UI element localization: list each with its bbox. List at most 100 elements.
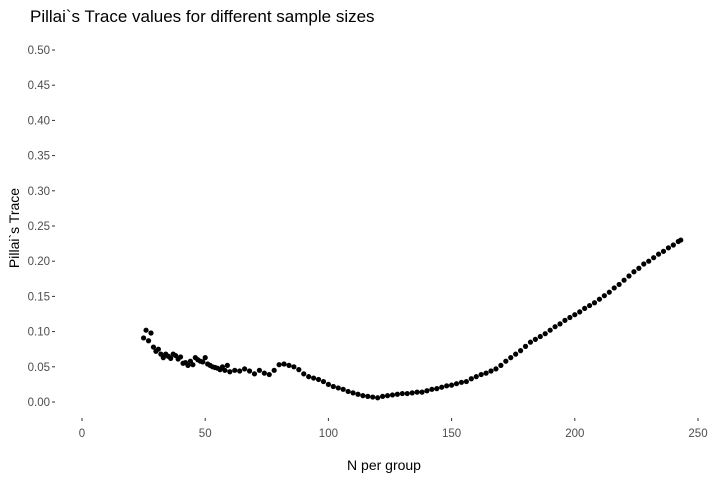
data-point: [365, 393, 371, 399]
data-point: [478, 371, 484, 378]
data-point: [242, 366, 248, 372]
data-point: [537, 333, 543, 340]
data-point: [340, 386, 346, 392]
x-axis-title: N per group: [347, 457, 421, 473]
data-point: [641, 261, 647, 267]
data-point: [665, 245, 672, 251]
y-tick-label: 0.40: [28, 115, 50, 127]
data-point: [439, 384, 445, 390]
data-point: [222, 367, 228, 373]
data-point: [271, 367, 277, 373]
data-point: [325, 381, 331, 387]
y-tick-label: 0.45: [28, 80, 50, 92]
data-point: [611, 285, 617, 291]
x-tick-label: 100: [319, 428, 338, 440]
data-point: [557, 321, 563, 327]
y-axis: 0.00 0.05 0.10 0.15 0.20 0.25 0.30 0.35 0.40 0.45…: [28, 45, 55, 409]
data-point: [562, 317, 568, 323]
data-point: [200, 359, 206, 365]
data-point: [678, 237, 684, 243]
data-point: [631, 269, 637, 275]
data-point: [616, 281, 622, 288]
data-point: [429, 386, 435, 392]
data-point: [389, 392, 396, 398]
data-point: [315, 376, 322, 383]
y-tick-label: 0.15: [28, 291, 50, 303]
data-point: [306, 374, 312, 380]
data-point: [582, 305, 588, 311]
data-point: [646, 258, 652, 264]
chart-title: Pillai`s Trace values for different samp…: [30, 7, 375, 26]
data-point: [335, 385, 341, 391]
data-point: [552, 324, 558, 330]
data-point: [444, 383, 450, 389]
data-point: [150, 344, 157, 350]
data-point: [185, 362, 191, 368]
data-point: [224, 362, 230, 368]
data-point: [261, 370, 267, 376]
data-point: [567, 314, 573, 321]
data-point: [141, 335, 147, 341]
data-point: [145, 338, 152, 344]
data-point: [463, 378, 469, 385]
data-point: [177, 354, 184, 360]
data-point: [384, 393, 391, 399]
data-point: [202, 355, 208, 361]
y-tick-label: 0.10: [28, 327, 50, 339]
data-point: [586, 302, 593, 309]
data-point: [483, 370, 489, 376]
data-point: [404, 390, 410, 397]
x-axis: 0 50 100 150 200 250: [79, 418, 708, 440]
y-tick-label: 0.50: [28, 45, 50, 57]
data-point: [345, 388, 351, 395]
data-point: [227, 369, 233, 375]
data-point: [190, 362, 196, 368]
data-point: [330, 383, 336, 390]
data-point: [320, 378, 327, 385]
data-point: [232, 367, 238, 373]
data-point: [380, 393, 386, 399]
data-point: [601, 293, 607, 299]
y-tick-label: 0.05: [28, 362, 50, 374]
y-axis-title: Pillai`s Trace: [6, 188, 22, 268]
data-point: [626, 273, 632, 279]
y-tick-label: 0.00: [28, 397, 50, 409]
data-point: [281, 361, 287, 367]
data-point: [651, 255, 657, 261]
data-points: [141, 237, 684, 401]
data-point: [498, 362, 504, 368]
data-point: [143, 327, 149, 333]
data-point: [488, 368, 494, 374]
data-point: [577, 309, 583, 315]
y-tick-label: 0.30: [28, 186, 50, 198]
data-point: [660, 248, 667, 254]
data-point: [256, 367, 263, 373]
data-point: [503, 358, 509, 364]
data-point: [291, 364, 297, 370]
data-point: [301, 371, 307, 377]
y-tick-label: 0.20: [28, 256, 50, 268]
data-point: [375, 395, 381, 401]
x-tick-label: 50: [199, 428, 212, 440]
data-point: [458, 379, 465, 385]
data-point: [606, 289, 612, 295]
data-point: [636, 265, 642, 271]
data-point: [513, 351, 519, 357]
data-point: [148, 330, 154, 336]
data-point: [532, 336, 538, 342]
x-tick-label: 200: [565, 428, 584, 440]
data-point: [155, 346, 161, 352]
data-point: [547, 327, 553, 333]
data-point: [414, 389, 420, 395]
data-point: [517, 348, 524, 354]
data-point: [360, 393, 366, 399]
y-tick-label: 0.35: [28, 151, 50, 163]
data-point: [522, 343, 529, 349]
data-point: [449, 382, 455, 388]
data-point: [655, 251, 662, 257]
data-point: [508, 355, 514, 361]
data-point: [670, 242, 676, 248]
data-point: [311, 375, 317, 381]
data-point: [399, 390, 405, 397]
